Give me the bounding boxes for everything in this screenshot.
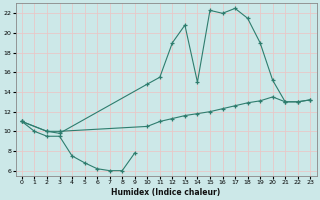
X-axis label: Humidex (Indice chaleur): Humidex (Indice chaleur) <box>111 188 221 197</box>
